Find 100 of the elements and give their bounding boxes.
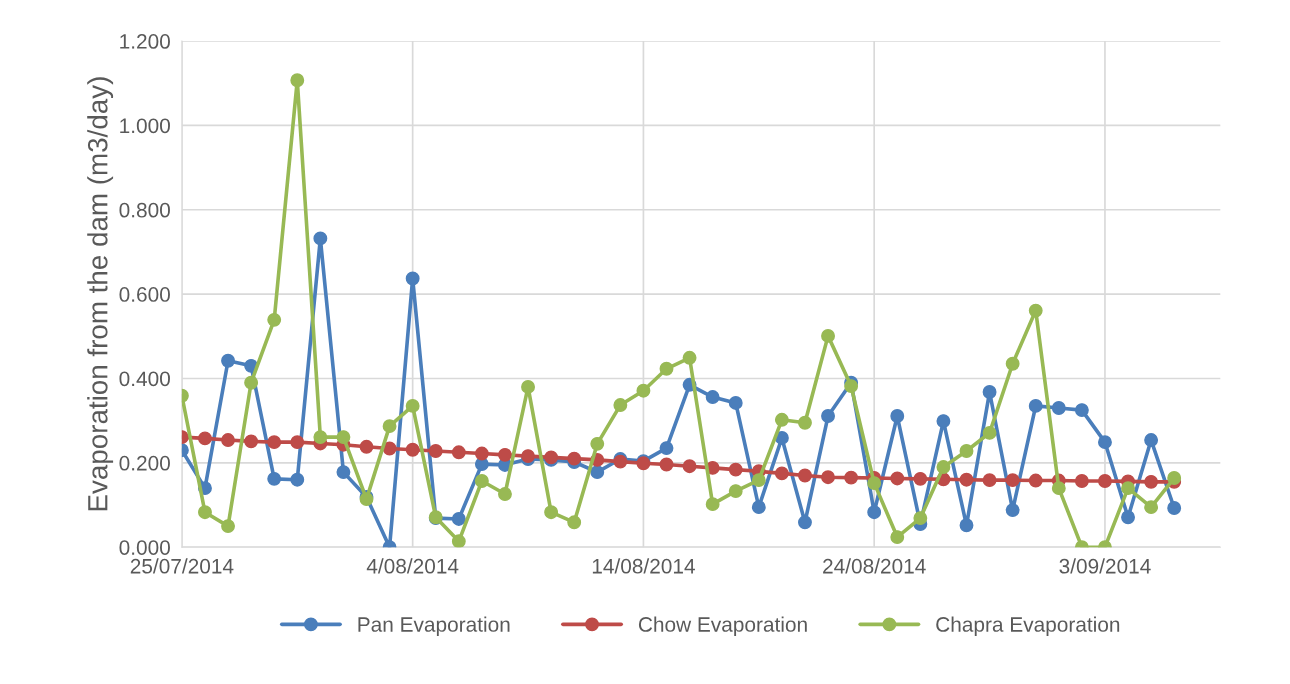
point — [798, 468, 812, 483]
point — [1005, 356, 1020, 371]
y-tick-label: 0.600 — [119, 287, 170, 302]
point — [821, 409, 835, 423]
point — [982, 385, 997, 399]
point — [774, 466, 789, 481]
point — [290, 472, 305, 487]
point — [221, 433, 235, 448]
y-tick-label: 0.200 — [119, 455, 170, 471]
point — [959, 472, 974, 487]
point — [959, 444, 974, 458]
y-axis-title: Evaporation from the dam (m3/day) — [87, 77, 114, 511]
point — [821, 470, 835, 485]
point — [221, 353, 235, 368]
point — [1028, 303, 1043, 318]
point — [474, 446, 489, 461]
point — [890, 471, 905, 486]
point — [290, 73, 305, 88]
x-tick-label: 3/09/2014 — [1059, 558, 1151, 574]
point — [1005, 503, 1020, 518]
point — [936, 414, 951, 429]
point — [1121, 510, 1135, 525]
point — [336, 465, 351, 480]
point — [1098, 474, 1112, 488]
point — [474, 474, 489, 488]
point — [1028, 473, 1043, 488]
point — [659, 441, 674, 456]
y-tick-label: 1.000 — [120, 118, 170, 134]
x-tick-label: 25/07/2014 — [130, 558, 234, 574]
point — [290, 435, 305, 450]
point — [913, 471, 928, 486]
point — [590, 465, 605, 480]
point — [867, 505, 882, 520]
point — [451, 511, 466, 526]
point — [821, 328, 835, 343]
point — [636, 383, 651, 398]
point — [267, 471, 282, 486]
point — [1074, 474, 1089, 488]
legend-label: Chow Evaporation — [638, 616, 807, 636]
point — [1051, 401, 1066, 415]
point — [1051, 481, 1066, 496]
legend-label: Pan Evaporation — [358, 616, 510, 636]
point — [590, 436, 605, 451]
point — [1167, 501, 1182, 515]
point — [405, 442, 420, 457]
point — [336, 430, 351, 445]
point — [1144, 474, 1159, 489]
point — [774, 412, 789, 427]
y-tick-label: 1.200 — [120, 34, 170, 49]
point — [1121, 481, 1135, 496]
point — [198, 431, 212, 446]
point — [451, 445, 466, 460]
point — [313, 231, 328, 246]
point — [244, 434, 259, 449]
point — [728, 395, 743, 410]
point — [867, 476, 882, 491]
point — [244, 375, 259, 390]
point — [1098, 435, 1112, 450]
point — [982, 473, 997, 488]
point — [890, 409, 905, 423]
point — [382, 419, 397, 434]
point — [428, 444, 443, 458]
x-tick-label: 4/08/2014 — [366, 558, 459, 574]
point — [659, 457, 674, 472]
point — [567, 515, 582, 530]
point — [498, 447, 512, 462]
point — [936, 460, 951, 475]
point — [498, 487, 512, 501]
point — [728, 462, 743, 477]
y-tick-label: 0.800 — [119, 202, 170, 218]
point — [844, 379, 859, 394]
point — [405, 398, 420, 413]
point — [613, 398, 628, 412]
point — [198, 505, 212, 520]
legend-label: Chapra Evaporation — [936, 616, 1120, 636]
point — [751, 500, 766, 515]
point — [890, 530, 905, 545]
point — [1167, 471, 1182, 485]
point — [844, 470, 859, 485]
point — [544, 505, 559, 520]
point — [521, 379, 535, 394]
point — [659, 361, 674, 376]
point — [451, 534, 466, 548]
point — [728, 484, 743, 499]
point — [567, 451, 582, 466]
point — [913, 511, 928, 526]
point — [221, 519, 235, 534]
point — [405, 271, 420, 286]
point — [1144, 500, 1159, 515]
point — [982, 425, 997, 440]
point — [267, 435, 282, 450]
point — [682, 350, 697, 365]
point — [705, 390, 720, 404]
point — [959, 518, 974, 533]
point — [1074, 403, 1089, 418]
point — [751, 473, 766, 488]
y-tick-label: 0.000 — [119, 540, 170, 555]
point — [359, 439, 374, 454]
point — [1028, 398, 1043, 413]
y-tick-label: 0.400 — [119, 371, 170, 387]
